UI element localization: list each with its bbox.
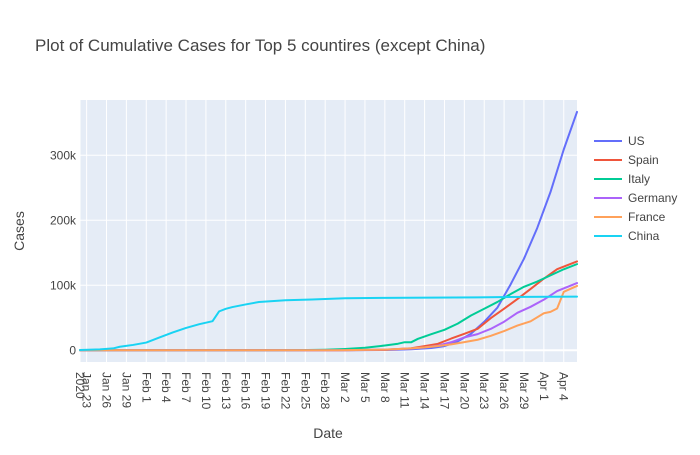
x-tick-label: Mar 17 bbox=[437, 372, 451, 410]
x-tick-label: Mar 23 bbox=[477, 372, 491, 410]
series-line-france[interactable] bbox=[79, 284, 578, 352]
legend-item-china[interactable]: China bbox=[594, 229, 660, 243]
legend-item-spain[interactable]: Spain bbox=[594, 153, 659, 167]
x-tick-label: Feb 13 bbox=[219, 372, 233, 410]
legend-item-us[interactable]: US bbox=[594, 134, 645, 148]
x-tick-label: Feb 19 bbox=[259, 372, 273, 410]
x-tick-label: Feb 4 bbox=[159, 372, 173, 403]
x-tick-label: Feb 25 bbox=[298, 372, 312, 410]
x-tick-label: Feb 1 bbox=[139, 372, 153, 403]
x-axis-label: Date bbox=[313, 425, 343, 441]
plot-area bbox=[80, 100, 577, 362]
x-tick-label: Apr 1 bbox=[537, 372, 551, 401]
legend-label: France bbox=[628, 210, 666, 224]
y-tick-label: 100k bbox=[50, 278, 77, 292]
legend-item-italy[interactable]: Italy bbox=[594, 172, 650, 186]
x-tick-label: Mar 29 bbox=[517, 372, 531, 410]
series-line-china[interactable] bbox=[79, 295, 578, 351]
x-tick-label: Feb 10 bbox=[199, 372, 213, 410]
x-tick-label: Mar 20 bbox=[457, 372, 471, 410]
x-tick-label: Mar 2 bbox=[338, 372, 352, 403]
x-tick-label: Mar 11 bbox=[398, 372, 412, 409]
legend-label: Spain bbox=[628, 153, 659, 167]
y-tick-labels: 0 100k 200k 300k bbox=[50, 148, 77, 357]
legend-label: Italy bbox=[628, 172, 650, 186]
y-tick-label: 200k bbox=[50, 213, 77, 227]
legend-label: Germany bbox=[628, 191, 677, 205]
x-tick-label: 2020 bbox=[73, 372, 87, 399]
legend-item-france[interactable]: France bbox=[594, 210, 666, 224]
x-tick-label: Mar 26 bbox=[497, 372, 511, 410]
y-axis-label: Cases bbox=[11, 211, 27, 251]
y-tick-label: 300k bbox=[50, 148, 77, 162]
x-tick-label: Mar 5 bbox=[358, 372, 372, 403]
chart-title: Plot of Cumulative Cases for Top 5 count… bbox=[35, 36, 485, 55]
legend-label: China bbox=[628, 229, 660, 243]
y-tick-label: 0 bbox=[69, 343, 76, 357]
x-tick-label: Feb 22 bbox=[278, 372, 292, 410]
legend[interactable]: US Spain Italy Germany France China bbox=[594, 134, 677, 243]
x-tick-label: Feb 28 bbox=[318, 372, 332, 410]
x-tick-label: Feb 16 bbox=[239, 372, 253, 410]
gridlines bbox=[79, 100, 577, 362]
series-lines bbox=[79, 110, 578, 352]
x-tick-label: Mar 14 bbox=[418, 372, 432, 410]
x-tick-label: Feb 7 bbox=[179, 372, 193, 403]
x-tick-label: Mar 8 bbox=[378, 372, 392, 403]
x-tick-label: Jan 29 bbox=[119, 372, 133, 408]
x-tick-label: Jan 26 bbox=[100, 372, 114, 408]
x-tick-label: Apr 4 bbox=[557, 372, 571, 401]
legend-label: US bbox=[628, 134, 645, 148]
legend-item-germany[interactable]: Germany bbox=[594, 191, 677, 205]
x-tick-label: Jan 23 bbox=[80, 372, 94, 408]
